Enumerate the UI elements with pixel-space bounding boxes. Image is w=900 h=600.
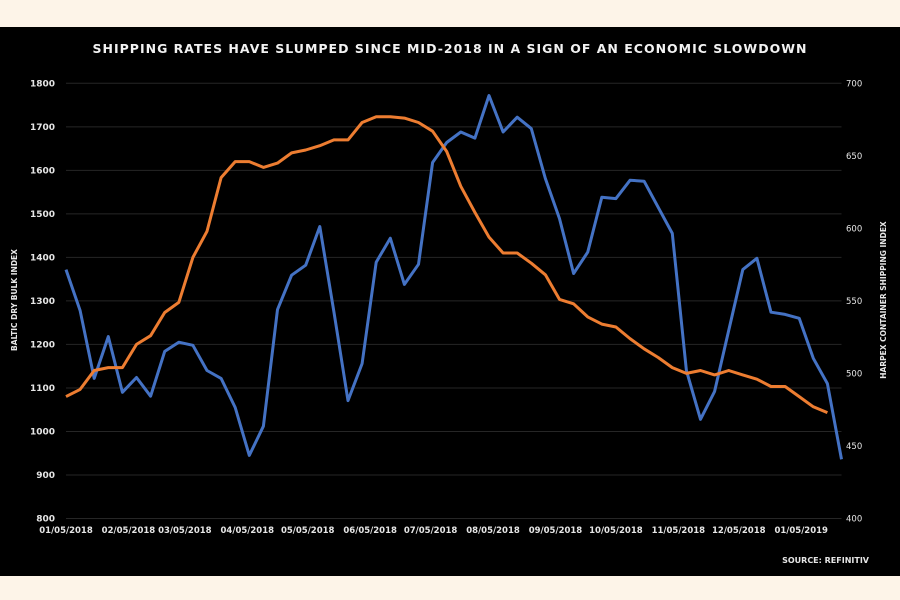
right-axis-label: HARPEX CONTAINER SHIPPING INDEX — [879, 221, 888, 379]
x-tick-label: 07/05/2018 — [404, 526, 458, 536]
left-tick-label: 1600 — [30, 166, 55, 176]
x-tick-label: 01/05/2019 — [774, 526, 828, 536]
left-tick-label: 1100 — [30, 384, 55, 394]
right-tick-label: 500 — [846, 369, 862, 379]
x-tick-label: 06/05/2018 — [343, 526, 397, 536]
x-tick-label: 03/05/2018 — [158, 526, 212, 536]
left-tick-label: 1500 — [30, 210, 55, 220]
right-tick-label: 650 — [846, 152, 862, 162]
x-tick-label: 09/05/2018 — [529, 526, 583, 536]
x-tick-label: 04/05/2018 — [221, 526, 275, 536]
right-tick-label: 600 — [846, 224, 862, 234]
left-tick-label: 1000 — [30, 427, 55, 437]
x-tick-label: 02/05/2018 — [102, 526, 156, 536]
x-tick-label: 10/05/2018 — [589, 526, 643, 536]
x-tick-label: 12/05/2018 — [712, 526, 766, 536]
left-tick-label: 1800 — [30, 79, 55, 89]
chart-title: SHIPPING RATES HAVE SLUMPED SINCE MID-20… — [93, 41, 808, 56]
x-tick-label: 08/05/2018 — [466, 526, 520, 536]
right-tick-label: 450 — [846, 442, 862, 452]
right-tick-label: 400 — [846, 515, 862, 525]
series-lines — [64, 94, 843, 460]
source-note: SOURCE: REFINITIV — [782, 556, 870, 565]
left-tick-label: 1200 — [30, 340, 55, 350]
x-tick-label: 01/05/2018 — [39, 526, 93, 536]
left-tick-label: 1700 — [30, 123, 55, 133]
left-tick-label: 1400 — [30, 253, 55, 263]
left-tick-label: 900 — [36, 471, 55, 481]
right-tick-label: 550 — [846, 297, 862, 307]
x-axis-ticks: 01/05/2018 02/05/2018 03/05/2018 04/05/2018… — [39, 526, 828, 536]
chart-background — [0, 27, 900, 576]
right-tick-label: 700 — [846, 79, 862, 89]
left-axis-label: BALTIC DRY BULK INDEX — [10, 249, 19, 351]
baltic-dry-line — [64, 94, 843, 460]
right-axis-ticks: 400 450 500 550 600 650 700 — [846, 79, 862, 524]
left-tick-label: 800 — [36, 515, 55, 525]
x-tick-label: 05/05/2018 — [281, 526, 335, 536]
left-tick-label: 1300 — [30, 297, 55, 307]
x-tick-label: 11/05/2018 — [652, 526, 706, 536]
left-axis-ticks: 800 900 1000 1100 1200 1300 1400 1500 1600 1700 18… — [30, 79, 55, 524]
